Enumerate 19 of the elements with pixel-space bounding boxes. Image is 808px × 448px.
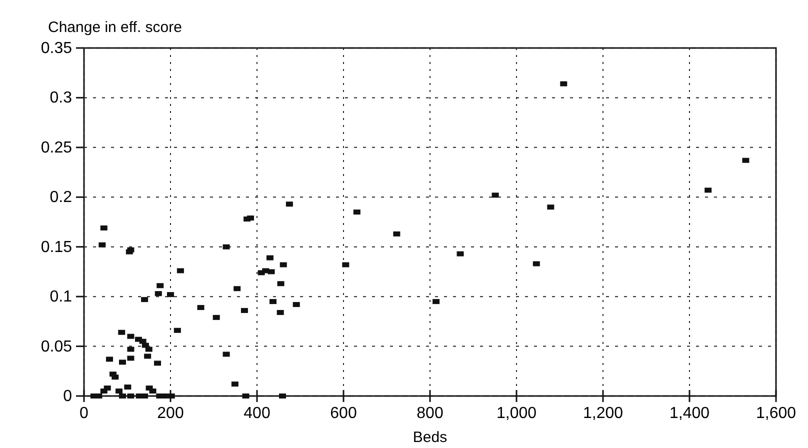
x-tick-label: 1,000 [496, 405, 537, 422]
y-tick-label: 0.25 [40, 139, 72, 156]
x-tick-label: 1,400 [669, 405, 710, 422]
x-axis-title: Beds [412, 429, 448, 446]
x-tick-label: 1,600 [756, 405, 796, 422]
x-tick-label: 200 [157, 405, 184, 422]
y-tick-label: 0.1 [50, 288, 72, 306]
y-tick-label: 0.3 [50, 90, 72, 107]
y-tick-label: 0.05 [40, 338, 72, 356]
y-tick-label: 0.15 [40, 238, 72, 256]
x-tick-label: 400 [244, 405, 270, 422]
y-axis-title: Change in eff. score [48, 19, 182, 36]
y-tick-label: 0.35 [40, 40, 72, 57]
x-tick-label: 1,200 [582, 405, 624, 422]
x-tick-label: 800 [416, 405, 444, 422]
x-tick-label: 600 [330, 405, 357, 422]
y-tick-label: 0 [63, 388, 72, 405]
y-tick-label: 0.2 [50, 189, 72, 206]
x-tick-label: 0 [80, 405, 89, 422]
